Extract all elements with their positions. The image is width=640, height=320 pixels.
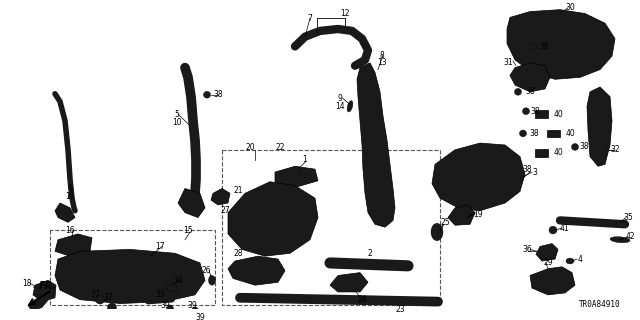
Polygon shape bbox=[330, 273, 368, 292]
Text: 38: 38 bbox=[213, 90, 223, 99]
Text: 37: 37 bbox=[90, 290, 100, 299]
Text: 26: 26 bbox=[201, 266, 211, 275]
Polygon shape bbox=[178, 188, 205, 218]
Polygon shape bbox=[510, 63, 550, 92]
Ellipse shape bbox=[191, 307, 198, 316]
Text: 20: 20 bbox=[245, 143, 255, 152]
Ellipse shape bbox=[166, 284, 178, 292]
Text: 5: 5 bbox=[175, 109, 179, 119]
Ellipse shape bbox=[522, 108, 529, 115]
Ellipse shape bbox=[431, 223, 443, 241]
Polygon shape bbox=[448, 205, 475, 225]
Text: 40: 40 bbox=[553, 109, 563, 119]
Text: 39: 39 bbox=[195, 313, 205, 320]
Polygon shape bbox=[547, 130, 560, 137]
Ellipse shape bbox=[549, 226, 557, 234]
Text: 3: 3 bbox=[532, 168, 538, 177]
Text: 9: 9 bbox=[337, 94, 342, 103]
Text: 18: 18 bbox=[22, 279, 32, 288]
Polygon shape bbox=[535, 110, 548, 118]
Text: 38: 38 bbox=[539, 42, 549, 51]
Ellipse shape bbox=[209, 276, 216, 285]
Text: 36: 36 bbox=[522, 245, 532, 254]
Text: 39: 39 bbox=[160, 301, 170, 310]
Text: 22: 22 bbox=[275, 143, 285, 152]
Text: 40: 40 bbox=[553, 148, 563, 157]
Text: 41: 41 bbox=[559, 224, 569, 233]
Ellipse shape bbox=[515, 88, 522, 95]
Text: 38: 38 bbox=[579, 142, 589, 151]
Text: 16: 16 bbox=[65, 226, 75, 235]
Polygon shape bbox=[33, 280, 56, 302]
Ellipse shape bbox=[95, 295, 104, 304]
Polygon shape bbox=[55, 203, 75, 222]
Text: 2: 2 bbox=[367, 249, 372, 258]
Text: 13: 13 bbox=[377, 58, 387, 67]
Text: 14: 14 bbox=[335, 102, 345, 111]
Text: 38: 38 bbox=[522, 165, 532, 174]
Text: 38: 38 bbox=[529, 129, 539, 138]
Ellipse shape bbox=[166, 305, 173, 314]
Text: 7: 7 bbox=[308, 14, 312, 23]
Text: 37: 37 bbox=[103, 293, 113, 302]
Ellipse shape bbox=[520, 130, 527, 137]
Text: 8: 8 bbox=[380, 51, 385, 60]
Polygon shape bbox=[55, 234, 92, 256]
Text: 15: 15 bbox=[183, 226, 193, 235]
Text: 17: 17 bbox=[155, 242, 165, 251]
Text: 35: 35 bbox=[623, 213, 633, 222]
Polygon shape bbox=[507, 10, 615, 79]
Text: 27: 27 bbox=[220, 206, 230, 215]
Polygon shape bbox=[432, 143, 525, 211]
Text: 34: 34 bbox=[173, 276, 183, 285]
Polygon shape bbox=[357, 63, 395, 227]
Text: 12: 12 bbox=[340, 9, 349, 18]
Text: 38: 38 bbox=[530, 107, 540, 116]
Text: 4: 4 bbox=[577, 255, 582, 264]
Text: 6: 6 bbox=[68, 184, 72, 193]
Text: 38: 38 bbox=[525, 87, 535, 96]
Ellipse shape bbox=[108, 303, 116, 312]
Polygon shape bbox=[228, 256, 285, 285]
Text: FR.: FR. bbox=[39, 281, 57, 291]
Text: 39: 39 bbox=[187, 301, 197, 310]
Text: 24: 24 bbox=[357, 295, 367, 304]
Polygon shape bbox=[536, 244, 558, 261]
Ellipse shape bbox=[572, 144, 579, 150]
Text: 28: 28 bbox=[233, 249, 243, 258]
Text: 40: 40 bbox=[565, 129, 575, 138]
Polygon shape bbox=[535, 149, 548, 156]
Text: TR0A84910: TR0A84910 bbox=[579, 300, 621, 309]
Text: 31: 31 bbox=[503, 58, 513, 67]
Text: 21: 21 bbox=[233, 186, 243, 195]
Polygon shape bbox=[211, 188, 230, 205]
Text: 11: 11 bbox=[65, 192, 75, 201]
Text: 23: 23 bbox=[395, 305, 405, 314]
Polygon shape bbox=[228, 182, 318, 256]
Ellipse shape bbox=[347, 101, 353, 112]
Polygon shape bbox=[275, 166, 318, 187]
Text: 42: 42 bbox=[625, 232, 635, 241]
Text: 10: 10 bbox=[172, 118, 182, 127]
Ellipse shape bbox=[610, 237, 630, 243]
Text: 25: 25 bbox=[440, 218, 450, 227]
Text: 19: 19 bbox=[473, 210, 483, 219]
Text: 32: 32 bbox=[610, 145, 620, 154]
Text: 33: 33 bbox=[155, 290, 165, 299]
Polygon shape bbox=[28, 295, 50, 311]
Polygon shape bbox=[55, 249, 205, 304]
Ellipse shape bbox=[531, 43, 538, 50]
Polygon shape bbox=[587, 87, 612, 166]
Text: 1: 1 bbox=[303, 155, 307, 164]
Text: 29: 29 bbox=[543, 259, 553, 268]
Text: 30: 30 bbox=[565, 3, 575, 12]
Ellipse shape bbox=[204, 91, 211, 98]
Ellipse shape bbox=[566, 258, 574, 264]
Polygon shape bbox=[530, 267, 575, 295]
